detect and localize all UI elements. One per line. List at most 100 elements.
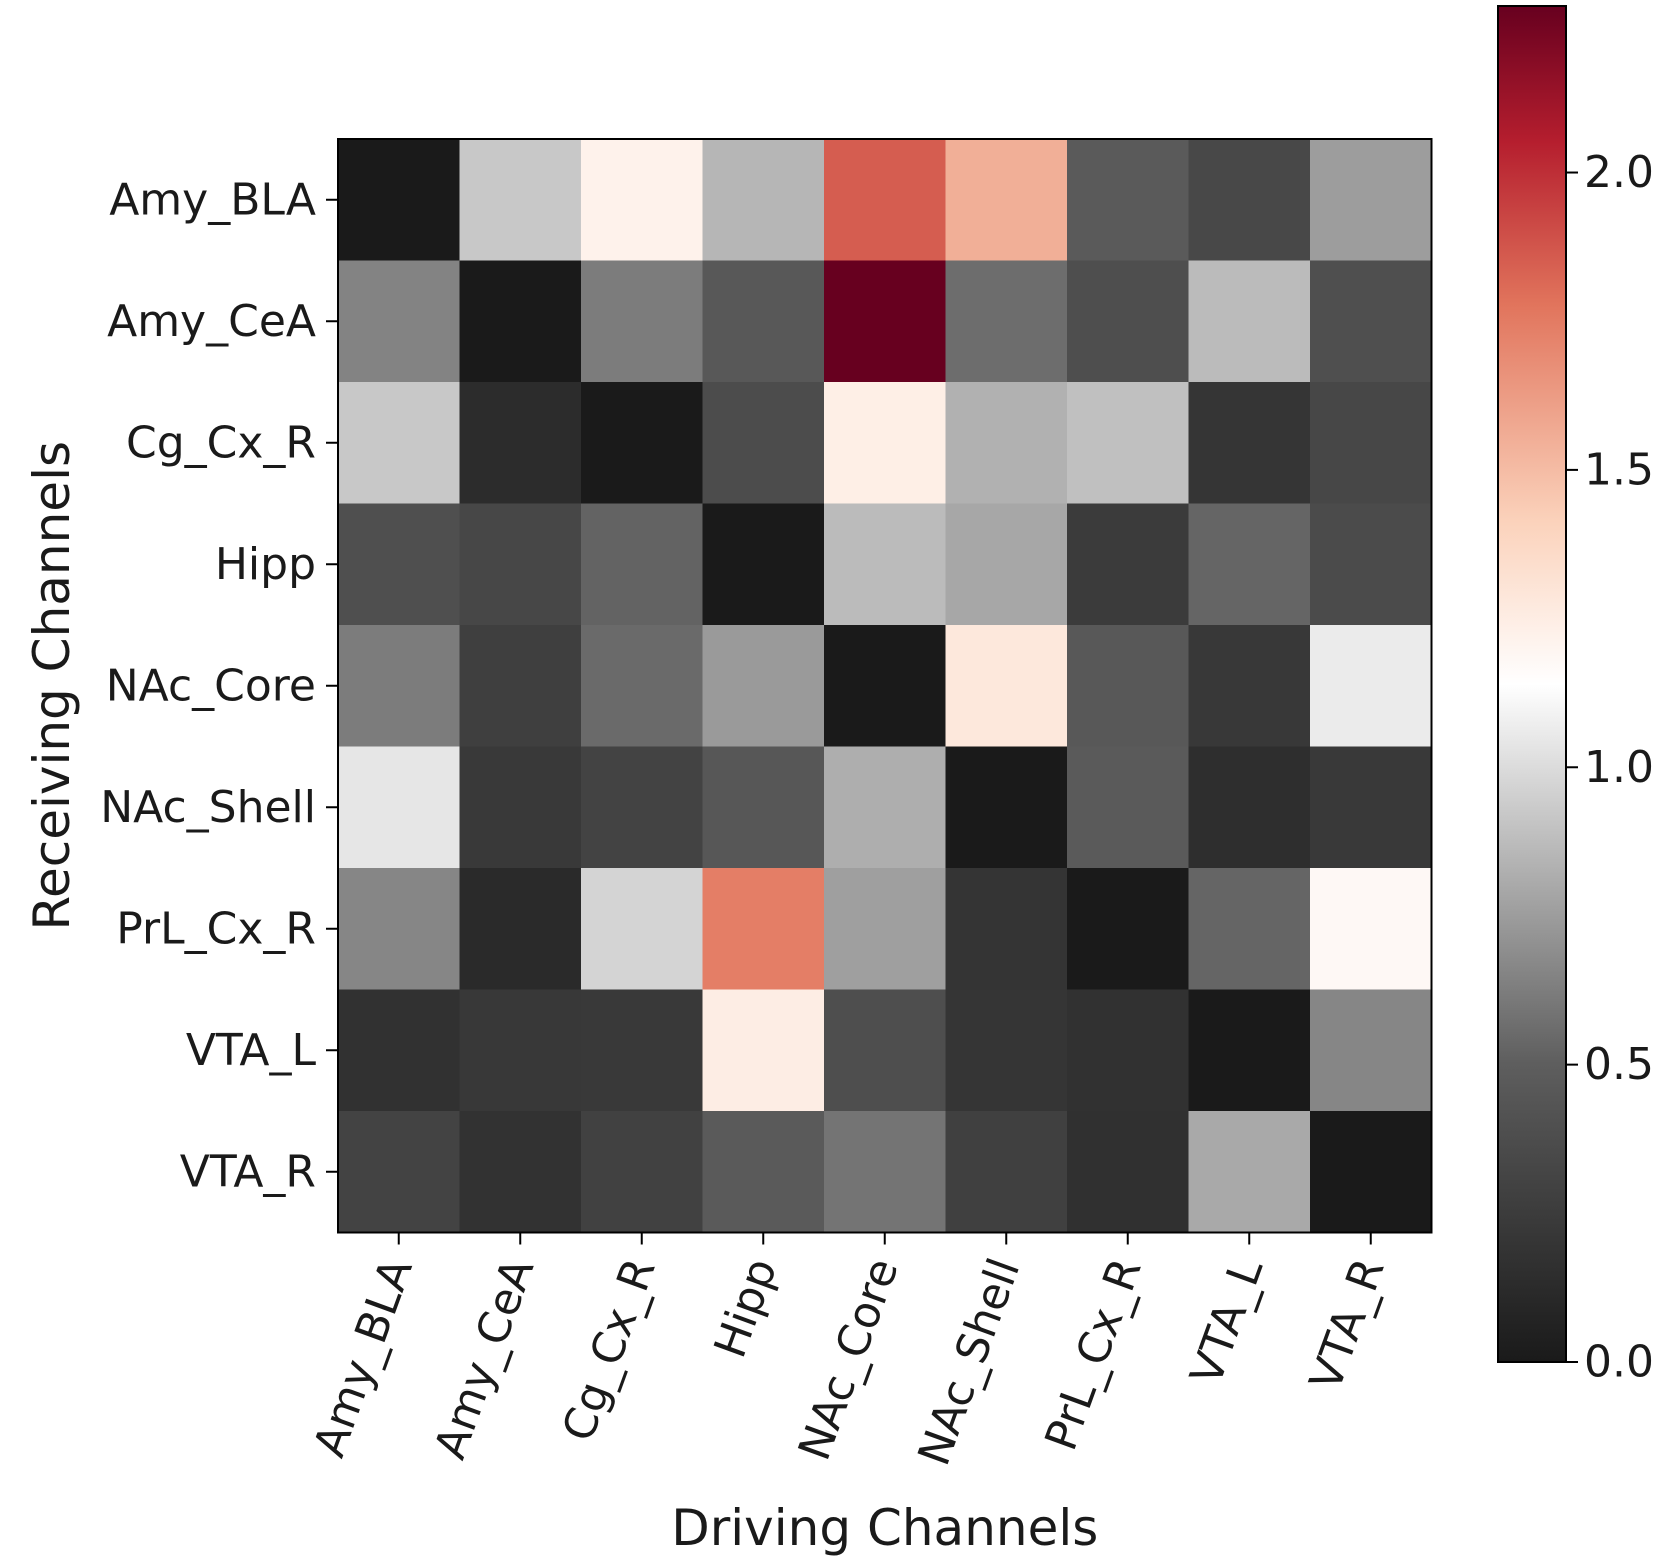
heatmap-cell — [581, 382, 704, 505]
heatmap-cell — [1188, 989, 1311, 1112]
heatmap-cell — [459, 989, 582, 1112]
heatmap-cell — [1067, 746, 1190, 869]
heatmap-cell — [581, 1111, 704, 1234]
heatmap-cell — [702, 503, 825, 626]
heatmap-cell — [824, 260, 947, 383]
y-tick-label: NAc_Core — [106, 660, 316, 711]
x-tick-label: Hipp — [705, 1252, 788, 1365]
heatmap-cell — [338, 868, 461, 991]
x-tick-label: VTA_L — [1181, 1251, 1274, 1391]
heatmap-cell — [1310, 625, 1433, 748]
heatmap-cell — [1310, 260, 1433, 383]
heatmap-cell — [459, 260, 582, 383]
colorbar-tick-label: 2.0 — [1584, 147, 1654, 198]
heatmap-cell — [702, 1111, 825, 1234]
colorbar — [1497, 5, 1567, 1363]
heatmap-cell — [702, 989, 825, 1112]
colorbar-tick-label: 1.0 — [1584, 742, 1654, 793]
heatmap-cell — [945, 746, 1068, 869]
heatmap-cell — [1310, 382, 1433, 505]
heatmap-cell — [824, 139, 947, 262]
y-tick-label: NAc_Shell — [100, 782, 316, 833]
heatmap-cell — [459, 1111, 582, 1234]
colorbar-tick-label: 1.5 — [1584, 444, 1654, 495]
colorbar-tick-label: 0.5 — [1584, 1039, 1654, 1090]
heatmap-cell — [824, 625, 947, 748]
heatmap-cell — [338, 139, 461, 262]
heatmap-cell — [702, 746, 825, 869]
heatmap-cell — [1188, 868, 1311, 991]
x-tick-label: Amy_BLA — [304, 1252, 423, 1464]
heatmap-cell — [338, 503, 461, 626]
heatmap-cell — [1188, 382, 1311, 505]
heatmap-cell — [945, 382, 1068, 505]
y-tick-label: Amy_BLA — [109, 174, 316, 225]
y-tick-label: PrL_Cx_R — [116, 903, 316, 954]
heatmap-cell — [459, 868, 582, 991]
heatmap-cell — [1067, 1111, 1190, 1234]
heatmap-cell — [824, 382, 947, 505]
x-tick-label: NAc_Core — [789, 1252, 909, 1467]
heatmap-cell — [702, 260, 825, 383]
heatmap-cell — [824, 746, 947, 869]
heatmap-cell — [338, 625, 461, 748]
heatmap-cell — [824, 1111, 947, 1234]
heatmap-cell — [581, 139, 704, 262]
heatmap-cell — [338, 260, 461, 383]
heatmap-cell — [702, 139, 825, 262]
heatmap-cell — [1310, 989, 1433, 1112]
heatmap-cell — [945, 503, 1068, 626]
heatmap-cell — [824, 989, 947, 1112]
heatmap-cell — [459, 139, 582, 262]
heatmap-cell — [1188, 625, 1311, 748]
heatmap-cell — [1310, 139, 1433, 262]
heatmap-cell — [945, 260, 1068, 383]
x-tick-label: Amy_CeA — [425, 1252, 544, 1466]
y-tick-label: Amy_CeA — [107, 296, 316, 347]
heatmap-cell — [581, 260, 704, 383]
heatmap-cell — [1310, 503, 1433, 626]
heatmap-cell — [338, 746, 461, 869]
x-tick-label: Cg_Cx_R — [553, 1252, 666, 1448]
heatmap-cell — [581, 868, 704, 991]
y-tick-label: VTA_R — [180, 1146, 316, 1197]
heatmap-cell — [459, 625, 582, 748]
heatmap-cell — [945, 625, 1068, 748]
x-tick-label: NAc_Shell — [908, 1252, 1030, 1472]
heatmap-cell — [1310, 868, 1433, 991]
heatmap-cell — [1067, 382, 1190, 505]
heatmap-cell — [581, 503, 704, 626]
heatmap-cell — [1188, 1111, 1311, 1234]
heatmap-cell — [702, 625, 825, 748]
heatmap-cell — [945, 989, 1068, 1112]
heatmap-cell — [581, 625, 704, 748]
heatmap-cell — [945, 139, 1068, 262]
y-axis-label: Receiving Channels — [23, 441, 81, 931]
x-tick-label: VTA_R — [1300, 1252, 1395, 1397]
heatmap-cell — [945, 1111, 1068, 1234]
heatmap-cell — [824, 868, 947, 991]
x-axis-label: Driving Channels — [671, 1499, 1098, 1557]
heatmap-cell — [702, 868, 825, 991]
heatmap-cell — [459, 503, 582, 626]
heatmap-cell — [702, 382, 825, 505]
x-tick-labels: Amy_BLA Amy_CeA Cg_Cx_R Hipp NAc_Core NAc_She… — [304, 1232, 1395, 1472]
heatmap-cell — [1067, 139, 1190, 262]
heatmap-cell — [1067, 868, 1190, 991]
heatmap-cell — [338, 989, 461, 1112]
heatmap-cell — [338, 382, 461, 505]
x-tick-label: PrL_Cx_R — [1035, 1252, 1151, 1457]
heatmap-cell — [1188, 503, 1311, 626]
heatmap-cell — [459, 382, 582, 505]
heatmap-cell — [1067, 989, 1190, 1112]
heatmap-cells — [338, 139, 1433, 1234]
y-tick-label: VTA_L — [186, 1025, 317, 1076]
colorbar-tick-label: 0.0 — [1584, 1337, 1654, 1388]
heatmap-cell — [1310, 1111, 1433, 1234]
colorbar-ticks: 0.0 0.5 1.0 1.5 2.0 — [1566, 147, 1654, 1388]
heatmap-cell — [1067, 625, 1190, 748]
heatmap-cell — [1067, 503, 1190, 626]
y-tick-label: Cg_Cx_R — [126, 417, 316, 468]
heatmap-cell — [459, 746, 582, 869]
